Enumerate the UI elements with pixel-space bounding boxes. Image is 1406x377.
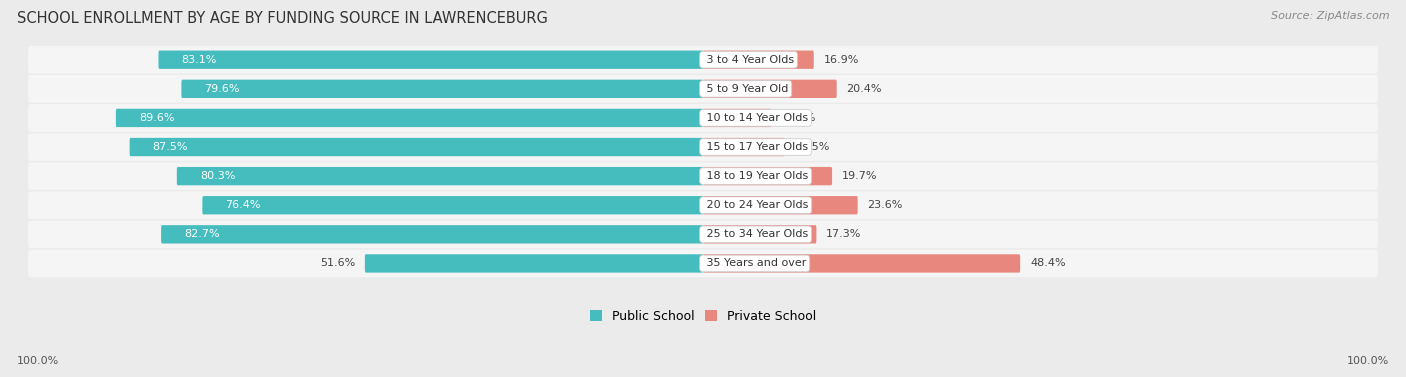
- Legend: Public School, Private School: Public School, Private School: [589, 310, 817, 323]
- FancyBboxPatch shape: [202, 196, 703, 215]
- Text: 16.9%: 16.9%: [824, 55, 859, 65]
- FancyBboxPatch shape: [703, 138, 785, 156]
- Text: 82.7%: 82.7%: [184, 229, 219, 239]
- FancyBboxPatch shape: [159, 51, 703, 69]
- Text: 89.6%: 89.6%: [139, 113, 174, 123]
- FancyBboxPatch shape: [28, 46, 1378, 74]
- Text: 3 to 4 Year Olds: 3 to 4 Year Olds: [703, 55, 794, 65]
- Text: 100.0%: 100.0%: [17, 356, 59, 366]
- FancyBboxPatch shape: [703, 225, 817, 244]
- Text: 83.1%: 83.1%: [181, 55, 217, 65]
- FancyBboxPatch shape: [366, 254, 703, 273]
- Text: 76.4%: 76.4%: [225, 200, 262, 210]
- FancyBboxPatch shape: [181, 80, 703, 98]
- Text: 20 to 24 Year Olds: 20 to 24 Year Olds: [703, 200, 808, 210]
- FancyBboxPatch shape: [703, 254, 1021, 273]
- FancyBboxPatch shape: [28, 221, 1378, 248]
- FancyBboxPatch shape: [703, 167, 832, 185]
- FancyBboxPatch shape: [28, 133, 1378, 161]
- Text: 10 to 14 Year Olds: 10 to 14 Year Olds: [703, 113, 808, 123]
- FancyBboxPatch shape: [162, 225, 703, 244]
- Text: 23.6%: 23.6%: [868, 200, 903, 210]
- FancyBboxPatch shape: [703, 51, 814, 69]
- Text: 51.6%: 51.6%: [319, 259, 356, 268]
- FancyBboxPatch shape: [28, 162, 1378, 190]
- Text: 17.3%: 17.3%: [827, 229, 862, 239]
- Text: 12.5%: 12.5%: [794, 142, 830, 152]
- Text: Source: ZipAtlas.com: Source: ZipAtlas.com: [1271, 11, 1389, 21]
- Text: 79.6%: 79.6%: [204, 84, 240, 94]
- FancyBboxPatch shape: [177, 167, 703, 185]
- FancyBboxPatch shape: [115, 109, 703, 127]
- FancyBboxPatch shape: [703, 196, 858, 215]
- Text: 5 to 9 Year Old: 5 to 9 Year Old: [703, 84, 789, 94]
- Text: SCHOOL ENROLLMENT BY AGE BY FUNDING SOURCE IN LAWRENCEBURG: SCHOOL ENROLLMENT BY AGE BY FUNDING SOUR…: [17, 11, 548, 26]
- Text: 35 Years and over: 35 Years and over: [703, 259, 807, 268]
- FancyBboxPatch shape: [28, 104, 1378, 132]
- Text: 25 to 34 Year Olds: 25 to 34 Year Olds: [703, 229, 808, 239]
- Text: 100.0%: 100.0%: [1347, 356, 1389, 366]
- FancyBboxPatch shape: [703, 80, 837, 98]
- Text: 19.7%: 19.7%: [842, 171, 877, 181]
- FancyBboxPatch shape: [28, 192, 1378, 219]
- FancyBboxPatch shape: [28, 75, 1378, 103]
- Text: 80.3%: 80.3%: [200, 171, 235, 181]
- Text: 20.4%: 20.4%: [846, 84, 882, 94]
- Text: 48.4%: 48.4%: [1031, 259, 1066, 268]
- Text: 87.5%: 87.5%: [153, 142, 188, 152]
- Text: 10.4%: 10.4%: [780, 113, 817, 123]
- FancyBboxPatch shape: [28, 250, 1378, 277]
- Text: 15 to 17 Year Olds: 15 to 17 Year Olds: [703, 142, 808, 152]
- FancyBboxPatch shape: [703, 109, 770, 127]
- FancyBboxPatch shape: [129, 138, 703, 156]
- Text: 18 to 19 Year Olds: 18 to 19 Year Olds: [703, 171, 808, 181]
